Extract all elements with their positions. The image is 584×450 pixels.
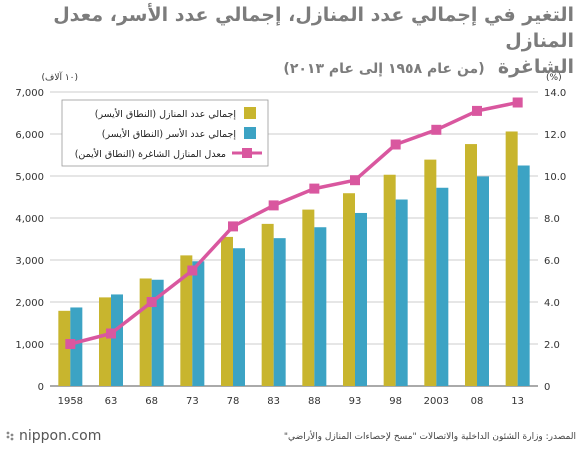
right-tick-label: 2.0 <box>544 340 560 351</box>
bar-total-houses <box>343 193 355 386</box>
legend-swatch-households <box>244 127 256 139</box>
x-tick-label: 78 <box>227 396 240 407</box>
right-tick-label: 6.0 <box>544 256 560 267</box>
bar-total-households <box>436 187 449 386</box>
bar-total-households <box>70 307 83 386</box>
legend-swatch-vacancy-marker <box>242 148 252 158</box>
left-tick-label: 4,000 <box>15 214 44 225</box>
bar-total-houses <box>180 255 193 386</box>
bar-total-houses <box>465 144 477 386</box>
vacancy-rate-point <box>187 265 198 276</box>
bar-total-households <box>273 238 286 386</box>
vacancy-rate-point <box>390 139 401 150</box>
vacancy-rate-line <box>69 100 519 346</box>
bar-total-houses <box>139 278 152 386</box>
left-tick-label: 5,000 <box>15 172 44 183</box>
bar-total-houses <box>261 223 274 386</box>
bar-total-houses <box>302 209 315 386</box>
left-axis-unit: (١٠ آلاف) <box>41 71 78 83</box>
right-axis-unit: (%) <box>546 73 562 83</box>
bar-total-households <box>395 199 408 386</box>
vacancy-rate-point <box>472 105 482 116</box>
source-note: المصدر: وزارة الشئون الداخلية والاتصالات… <box>283 432 576 442</box>
left-tick-label: 0 <box>38 382 44 393</box>
x-tick-label: 68 <box>145 396 158 407</box>
bar-total-households <box>233 248 245 386</box>
bar-total-houses <box>505 131 518 386</box>
vacancy-rate-point <box>65 339 76 349</box>
bar-total-houses <box>58 310 71 386</box>
bar-total-households <box>477 176 489 386</box>
vacancy-rate-point <box>431 124 442 135</box>
brand-dots-icon <box>6 430 16 442</box>
x-tick-label: 93 <box>349 396 362 407</box>
x-tick-label: 13 <box>511 396 524 407</box>
bar-total-houses <box>383 174 396 386</box>
vacancy-rate-point <box>512 97 523 108</box>
x-tick-label: 88 <box>308 396 321 407</box>
left-tick-label: 2,000 <box>15 298 44 309</box>
x-tick-label: 1958 <box>58 396 83 407</box>
title-line-1: التغير في إجمالي عدد المنازل، إجمالي عدد… <box>53 4 574 52</box>
chart-title: التغير في إجمالي عدد المنازل، إجمالي عدد… <box>4 2 574 82</box>
brand-name: nippon.com <box>19 428 102 444</box>
right-tick-label: 14.0 <box>544 88 566 99</box>
x-tick-label: 83 <box>267 396 280 407</box>
right-tick-label: 8.0 <box>544 214 560 225</box>
legend-label: معدل المنازل الشاغرة (النطاق الأيمن) <box>75 148 226 160</box>
left-tick-label: 6,000 <box>15 130 44 141</box>
vacancy-rate-point <box>350 175 360 186</box>
brand-logo: nippon.com <box>6 428 101 444</box>
x-tick-label: 63 <box>105 396 118 407</box>
vacancy-rate-point <box>228 221 238 232</box>
title-line-2: الشاغرة (من عام ١٩٥٨ إلى عام ٢٠١٣) <box>4 54 574 82</box>
x-tick-label: 08 <box>471 396 484 407</box>
right-tick-label: 0 <box>544 382 550 393</box>
bar-total-houses <box>99 297 111 386</box>
title-line-2-text: الشاغرة <box>497 56 574 78</box>
bar-total-houses <box>424 159 437 386</box>
legend-label: إجمالي عدد المنازل (النطاق الأيسر) <box>95 108 237 120</box>
legend-label: إجمالي عدد الأسر (النطاق الأيسر) <box>102 128 237 140</box>
x-tick-label: 2003 <box>424 396 449 407</box>
legend-swatch-houses <box>244 107 256 119</box>
bar-total-households <box>517 165 530 386</box>
bar-total-households <box>355 212 367 386</box>
vacancy-rate-point <box>146 297 157 307</box>
bar-total-houses <box>221 236 233 386</box>
right-tick-label: 4.0 <box>544 298 560 309</box>
vacancy-rate-point <box>309 183 320 194</box>
bar-total-households <box>111 294 123 386</box>
bar-total-households <box>314 227 327 386</box>
right-tick-label: 10.0 <box>544 172 566 183</box>
right-tick-label: 12.0 <box>544 130 566 141</box>
x-tick-label: 98 <box>389 396 402 407</box>
bar-total-households <box>192 261 205 386</box>
left-tick-label: 7,000 <box>15 88 44 99</box>
vacancy-rate-point <box>268 200 279 211</box>
x-tick-label: 73 <box>186 396 199 407</box>
legend-box <box>61 99 269 167</box>
left-tick-label: 1,000 <box>15 340 44 351</box>
left-tick-label: 3,000 <box>15 256 44 267</box>
vacancy-rate-point <box>106 328 116 339</box>
title-subtitle: (من عام ١٩٥٨ إلى عام ٢٠١٣) <box>283 61 485 77</box>
